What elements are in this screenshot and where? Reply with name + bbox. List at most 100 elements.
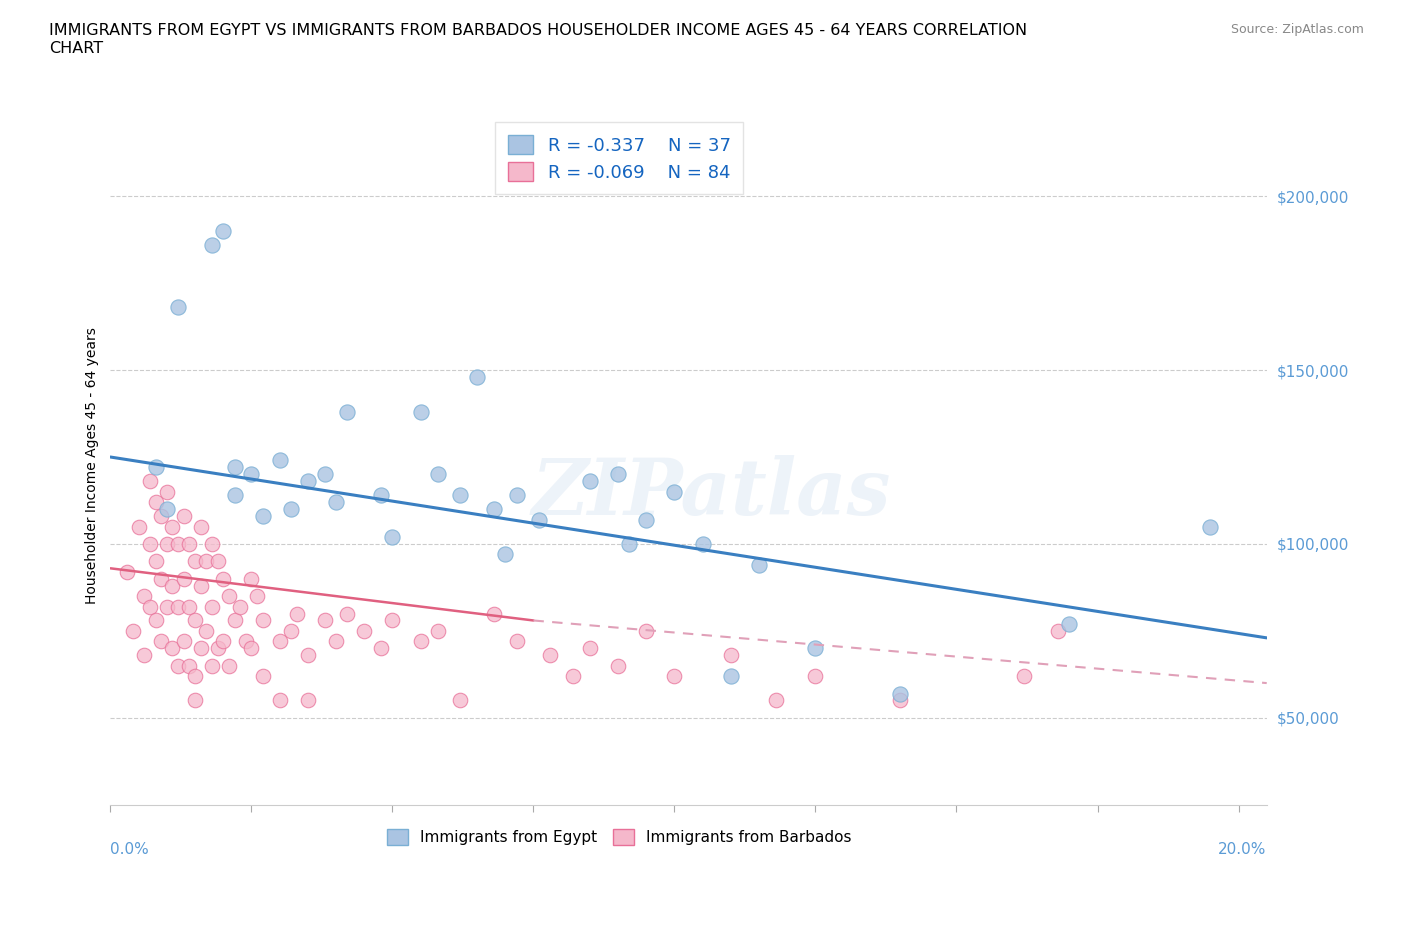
Point bbox=[353, 623, 375, 638]
Point bbox=[325, 634, 347, 649]
Point bbox=[246, 589, 269, 604]
Point bbox=[619, 537, 641, 551]
Point bbox=[184, 554, 207, 569]
Point bbox=[692, 537, 714, 551]
Point bbox=[179, 537, 201, 551]
Point bbox=[162, 641, 184, 656]
Point bbox=[218, 589, 240, 604]
Point bbox=[664, 669, 686, 684]
Point bbox=[607, 467, 630, 482]
Point bbox=[139, 537, 162, 551]
Point bbox=[314, 613, 336, 628]
Point bbox=[139, 474, 162, 489]
Text: IMMIGRANTS FROM EGYPT VS IMMIGRANTS FROM BARBADOS HOUSEHOLDER INCOME AGES 45 - 6: IMMIGRANTS FROM EGYPT VS IMMIGRANTS FROM… bbox=[49, 23, 1028, 56]
Point bbox=[1059, 617, 1081, 631]
Point bbox=[297, 693, 319, 708]
Point bbox=[145, 495, 167, 510]
Point bbox=[336, 606, 359, 621]
Point bbox=[167, 537, 190, 551]
Point bbox=[1047, 623, 1070, 638]
Point bbox=[269, 634, 291, 649]
Point bbox=[579, 474, 602, 489]
Point bbox=[538, 648, 561, 663]
Point bbox=[494, 547, 516, 562]
Point bbox=[297, 648, 319, 663]
Point bbox=[664, 485, 686, 499]
Point bbox=[280, 623, 302, 638]
Point bbox=[190, 578, 212, 593]
Point bbox=[449, 488, 471, 503]
Point bbox=[409, 405, 432, 419]
Point bbox=[636, 512, 658, 527]
Point bbox=[195, 623, 218, 638]
Point bbox=[314, 467, 336, 482]
Legend: Immigrants from Egypt, Immigrants from Barbados: Immigrants from Egypt, Immigrants from B… bbox=[381, 823, 858, 852]
Point bbox=[240, 467, 263, 482]
Point bbox=[252, 613, 274, 628]
Point bbox=[201, 599, 224, 614]
Point bbox=[184, 613, 207, 628]
Point bbox=[804, 641, 827, 656]
Point bbox=[765, 693, 787, 708]
Point bbox=[122, 623, 145, 638]
Point bbox=[280, 502, 302, 517]
Point bbox=[207, 641, 229, 656]
Point bbox=[156, 485, 179, 499]
Point bbox=[212, 571, 235, 586]
Text: 20.0%: 20.0% bbox=[1219, 843, 1267, 857]
Point bbox=[889, 693, 911, 708]
Point bbox=[370, 641, 392, 656]
Point bbox=[167, 300, 190, 315]
Point bbox=[184, 669, 207, 684]
Point bbox=[195, 554, 218, 569]
Point bbox=[167, 599, 190, 614]
Point bbox=[381, 529, 404, 544]
Point bbox=[156, 537, 179, 551]
Point bbox=[1199, 519, 1222, 534]
Point bbox=[139, 599, 162, 614]
Point bbox=[179, 599, 201, 614]
Point bbox=[145, 460, 167, 475]
Point bbox=[179, 658, 201, 673]
Point bbox=[269, 453, 291, 468]
Point bbox=[426, 623, 449, 638]
Point bbox=[370, 488, 392, 503]
Text: ZIPatlas: ZIPatlas bbox=[531, 455, 891, 531]
Point bbox=[748, 557, 770, 572]
Point bbox=[173, 509, 195, 524]
Point bbox=[561, 669, 583, 684]
Point bbox=[325, 495, 347, 510]
Point bbox=[889, 686, 911, 701]
Point bbox=[184, 693, 207, 708]
Point bbox=[240, 641, 263, 656]
Point bbox=[607, 658, 630, 673]
Point bbox=[218, 658, 240, 673]
Point bbox=[201, 237, 224, 252]
Point bbox=[173, 634, 195, 649]
Point bbox=[297, 474, 319, 489]
Point bbox=[150, 634, 173, 649]
Point bbox=[285, 606, 308, 621]
Point bbox=[252, 509, 274, 524]
Point bbox=[720, 648, 742, 663]
Point bbox=[269, 693, 291, 708]
Point bbox=[207, 554, 229, 569]
Point bbox=[636, 623, 658, 638]
Point bbox=[134, 589, 156, 604]
Point bbox=[162, 519, 184, 534]
Point bbox=[173, 571, 195, 586]
Text: Source: ZipAtlas.com: Source: ZipAtlas.com bbox=[1230, 23, 1364, 36]
Point bbox=[527, 512, 550, 527]
Point bbox=[134, 648, 156, 663]
Point bbox=[505, 634, 527, 649]
Point bbox=[465, 369, 488, 384]
Point bbox=[156, 599, 179, 614]
Point bbox=[224, 613, 246, 628]
Point bbox=[212, 634, 235, 649]
Point bbox=[145, 554, 167, 569]
Point bbox=[224, 488, 246, 503]
Point bbox=[162, 578, 184, 593]
Point bbox=[224, 460, 246, 475]
Point bbox=[128, 519, 150, 534]
Y-axis label: Householder Income Ages 45 - 64 years: Householder Income Ages 45 - 64 years bbox=[86, 327, 100, 604]
